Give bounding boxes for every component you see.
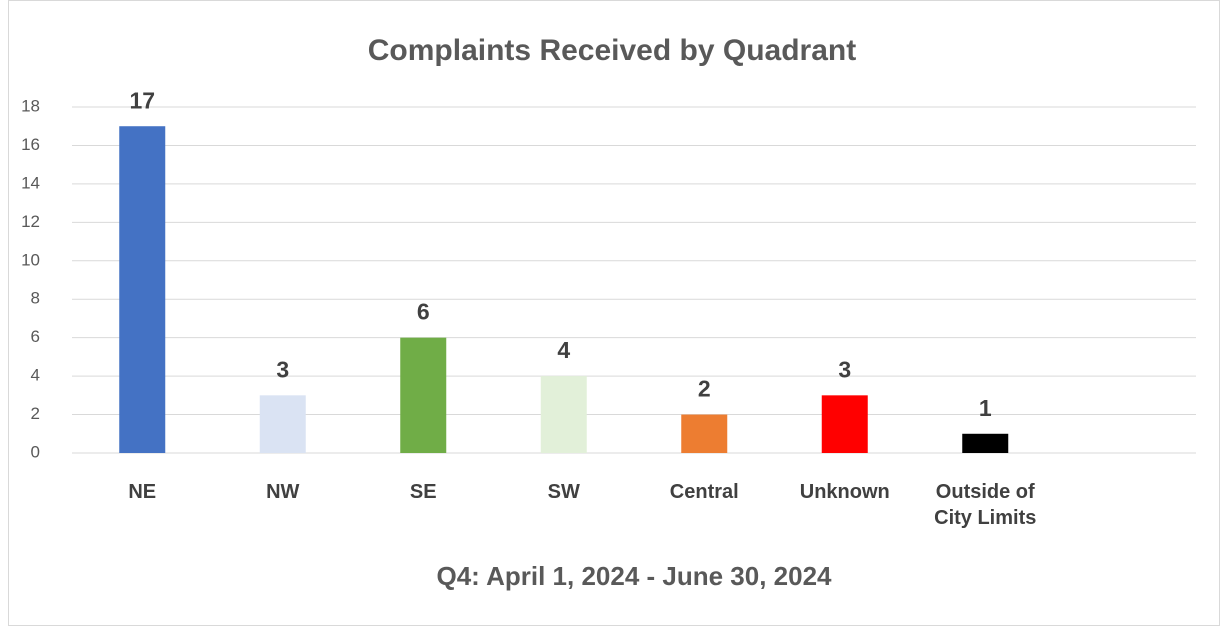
- y-tick-label: 16: [21, 135, 40, 154]
- x-tick-label: Unknown: [799, 481, 890, 503]
- data-label: 6: [417, 299, 430, 325]
- y-tick-label: 4: [31, 366, 40, 385]
- x-tick-label: Central: [669, 481, 739, 503]
- y-tick-label: 0: [31, 442, 40, 461]
- x-tick-label: NE: [128, 481, 157, 503]
- data-label: 2: [698, 376, 711, 402]
- y-tick-label: 2: [31, 404, 40, 423]
- y-tick-label: 12: [21, 212, 40, 231]
- chart-border: [8, 0, 1220, 626]
- x-tick-label: NW: [266, 481, 300, 503]
- y-tick-label: 6: [31, 327, 40, 346]
- data-label: 4: [557, 337, 570, 363]
- y-tick-label: 10: [21, 250, 40, 269]
- y-tick-label: 14: [21, 173, 40, 192]
- x-tick-label: SE: [409, 481, 437, 503]
- data-label: 3: [838, 356, 851, 382]
- bar: [962, 433, 1009, 453]
- chart-title: Complaints Received by Quadrant: [368, 34, 856, 67]
- y-tick-label: 8: [31, 289, 40, 308]
- bar: [681, 414, 728, 453]
- bar: [400, 337, 447, 453]
- data-label: 17: [129, 87, 155, 113]
- data-label: 3: [276, 356, 289, 382]
- bar: [119, 126, 166, 453]
- x-axis-title: Q4: April 1, 2024 - June 30, 2024: [436, 561, 832, 591]
- bar: [821, 395, 868, 453]
- bar: [540, 376, 587, 453]
- y-tick-label: 18: [21, 96, 40, 115]
- x-tick-label: SW: [547, 481, 580, 503]
- data-label: 1: [979, 395, 992, 421]
- bar: [259, 395, 306, 453]
- x-tick-label: Outside of City Limits: [934, 481, 1037, 529]
